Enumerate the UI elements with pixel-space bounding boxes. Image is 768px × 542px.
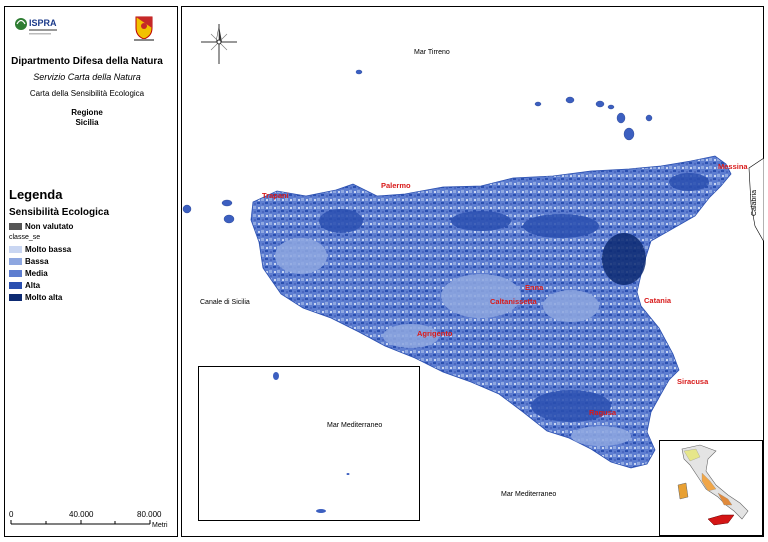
label-inset-mar-mediterraneo: Mar Mediterraneo (327, 422, 382, 429)
legend-item-non-valutato: Non valutato (9, 220, 73, 232)
city-enna: Enna (525, 283, 544, 292)
label-calabria: Calabria (751, 190, 758, 216)
aeolian-islands (355, 69, 653, 141)
legend-label: Molto bassa (25, 244, 72, 254)
ispra-logo: ISPRA (15, 18, 57, 35)
service-title: Servizio Carta della Natura (33, 72, 141, 82)
sardinia (677, 482, 689, 500)
scale-tick-2: 80.000 (137, 510, 162, 519)
legend-label: Alta (25, 280, 41, 290)
sicily-highlight (707, 514, 735, 526)
lampedusa-island (316, 509, 326, 513)
city-trapani: Trapani (262, 191, 289, 200)
legend-subtitle: Sensibilità Ecologica (9, 207, 110, 218)
city-siracusa: Siracusa (677, 377, 709, 386)
legend-swatch (9, 245, 22, 253)
egadi-islands (182, 199, 235, 224)
sicily-map: Mar Tirreno Canale di Sicilia Mar Medite… (182, 24, 764, 498)
high-sensitivity-areas (319, 173, 709, 422)
legend-field-name: classe_se (9, 232, 73, 243)
legend-title: Legenda (9, 187, 63, 202)
map-title: Carta della Sensibilità Ecologica (29, 89, 145, 98)
legend-swatch (9, 281, 22, 289)
region-name: Sicilia (75, 118, 99, 127)
scale-bar: 0 40.000 80.000 Metri (9, 510, 168, 529)
ispra-logo-text: ISPRA (29, 18, 57, 28)
legend-item-media: Media (9, 267, 73, 279)
legend-label: Bassa (25, 256, 49, 266)
city-caltanissetta: Caltanissetta (490, 297, 538, 306)
map-frame (181, 6, 764, 537)
italy-locator-map (659, 440, 763, 536)
legend-item-molto-alta: Molto alta (9, 291, 73, 303)
scale-tick-1: 40.000 (69, 510, 94, 519)
city-palermo: Palermo (381, 181, 411, 190)
city-messina: Messina (718, 162, 748, 171)
legend-swatch (9, 293, 22, 301)
department-title: Dipartmento Difesa della Natura (11, 56, 163, 67)
legend-label: Media (25, 268, 48, 278)
legend-item-bassa: Bassa (9, 255, 73, 267)
legend-label: Molto alta (25, 292, 63, 302)
city-catania: Catania (644, 296, 672, 305)
label-canale-di-sicilia: Canale di Sicilia (200, 299, 250, 306)
inset-pelagie: Mar Mediterraneo (198, 366, 420, 521)
lampione-island (346, 473, 350, 475)
legend-item-alta: Alta (9, 279, 73, 291)
legend-label: classe_se (9, 234, 41, 241)
ustica-island (356, 70, 360, 74)
legend-swatch (9, 257, 22, 265)
legend-swatch (9, 222, 22, 230)
linosa-island (273, 372, 279, 380)
label-mar-tirreno: Mar Tirreno (414, 49, 450, 56)
legend-item-molto-bassa: Molto bassa (9, 243, 73, 255)
calabria-coast (748, 157, 764, 243)
city-agrigento: Agrigento (417, 329, 453, 338)
low-sensitivity-areas (275, 238, 631, 446)
legend-label: Non valutato (25, 221, 74, 231)
italy-mainland (681, 444, 749, 520)
regione-siciliana-logo (134, 16, 154, 41)
legend-panel (4, 6, 178, 537)
scale-unit: Metri (152, 522, 168, 529)
city-ragusa: Ragusa (589, 408, 617, 417)
inset-map: Mar Mediterraneo (273, 372, 382, 513)
scale-tick-0: 0 (9, 510, 14, 519)
region-label: Regione (71, 108, 103, 117)
legend-swatch (9, 269, 22, 277)
label-mar-mediterraneo: Mar Mediterraneo (501, 491, 556, 498)
legend-list: Non valutato classe_se Molto bassa Bassa… (9, 220, 73, 303)
north-arrow (201, 24, 237, 64)
